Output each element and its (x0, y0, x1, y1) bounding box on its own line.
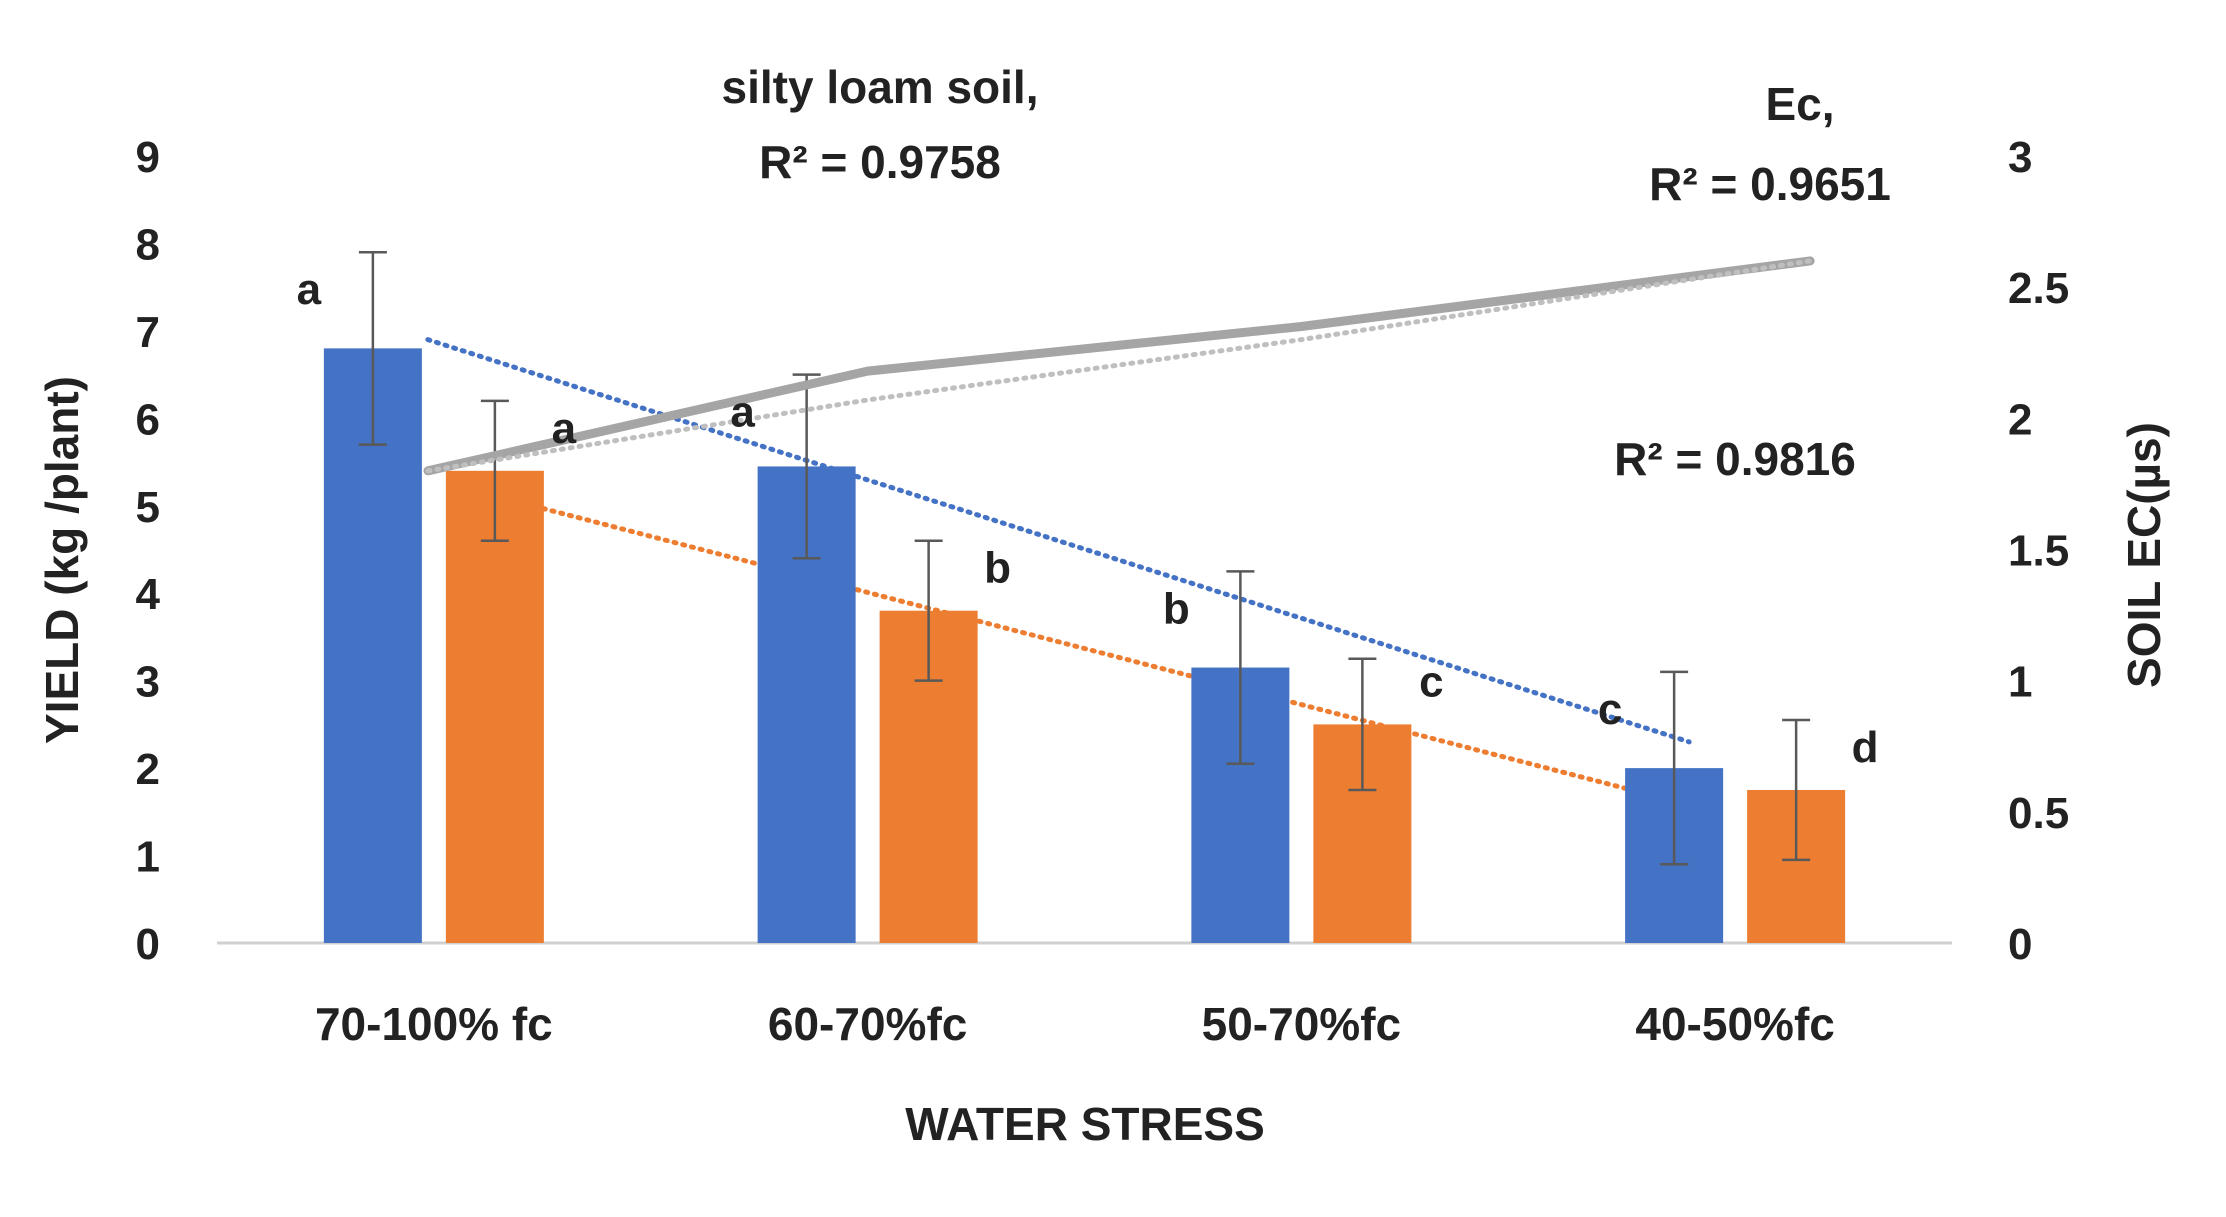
category-label: 60-70%fc (768, 998, 967, 1050)
bar (323, 348, 422, 943)
y-tick-label: 0 (136, 920, 160, 969)
trendline (462, 485, 1719, 815)
significance-letter: d (1852, 723, 1879, 772)
x-axis-title: WATER STRESS (905, 1098, 1265, 1150)
significance-letter: a (297, 265, 322, 314)
annotation-ec-line1: Ec, (1765, 78, 1834, 130)
y-tick-label: 7 (136, 308, 160, 357)
y2-tick-label: 2 (2008, 395, 2032, 444)
significance-letter: b (984, 544, 1011, 593)
category-label: 40-50%fc (1635, 998, 1834, 1050)
y-tick-label: 6 (136, 395, 160, 444)
y-tick-label: 3 (136, 658, 160, 707)
ec-trendline (425, 258, 1813, 474)
trendline (425, 337, 1692, 745)
y-tick-label: 2 (136, 745, 160, 794)
ec-series-line (423, 256, 1815, 476)
significance-letter: a (730, 388, 755, 437)
axes: 0 1 2 3 4 5 6 7 8 9 0 0.5 1 1.5 2 2.5 3 70-100% fc 60-70%f… (136, 133, 2070, 1050)
y2-axis-title: SOIL EC(µs) (2118, 422, 2170, 688)
y2-tick-label: 1 (2008, 658, 2032, 707)
category-label: 70-100% fc (315, 998, 553, 1050)
y-tick-label: 5 (136, 483, 160, 532)
significance-letter: c (1419, 657, 1443, 706)
ec-line (423, 256, 1815, 476)
y2-tick-label: 0.5 (2008, 789, 2069, 838)
y2-tick-label: 2.5 (2008, 264, 2069, 313)
y-tick-label: 1 (136, 833, 160, 882)
annotation-silty-line2: R² = 0.9758 (759, 136, 1001, 188)
y-tick-label: 8 (136, 220, 160, 269)
annotation-silty-line1: silty loam soil, (722, 61, 1039, 113)
bar (445, 470, 544, 943)
y-tick-label: 4 (136, 570, 161, 619)
y2-tick-label: 3 (2008, 133, 2032, 182)
category-label: 50-70%fc (1202, 998, 1401, 1050)
y-tick-label: 9 (136, 133, 160, 182)
y2-tick-label: 1.5 (2008, 527, 2069, 576)
significance-letter: c (1598, 685, 1622, 734)
annotation-r2-third: R² = 0.9816 (1614, 433, 1856, 485)
labels: a a b c a b c d (297, 265, 1879, 772)
y-axis-title: YIELD (kg /plant) (36, 376, 88, 744)
significance-letter: a (552, 404, 577, 453)
significance-letter: b (1163, 584, 1190, 633)
y2-tick-label: 0 (2008, 920, 2032, 969)
annotation-ec-line2: R² = 0.9651 (1649, 158, 1891, 210)
trendlines (425, 337, 1719, 815)
error-bars (358, 250, 1811, 866)
